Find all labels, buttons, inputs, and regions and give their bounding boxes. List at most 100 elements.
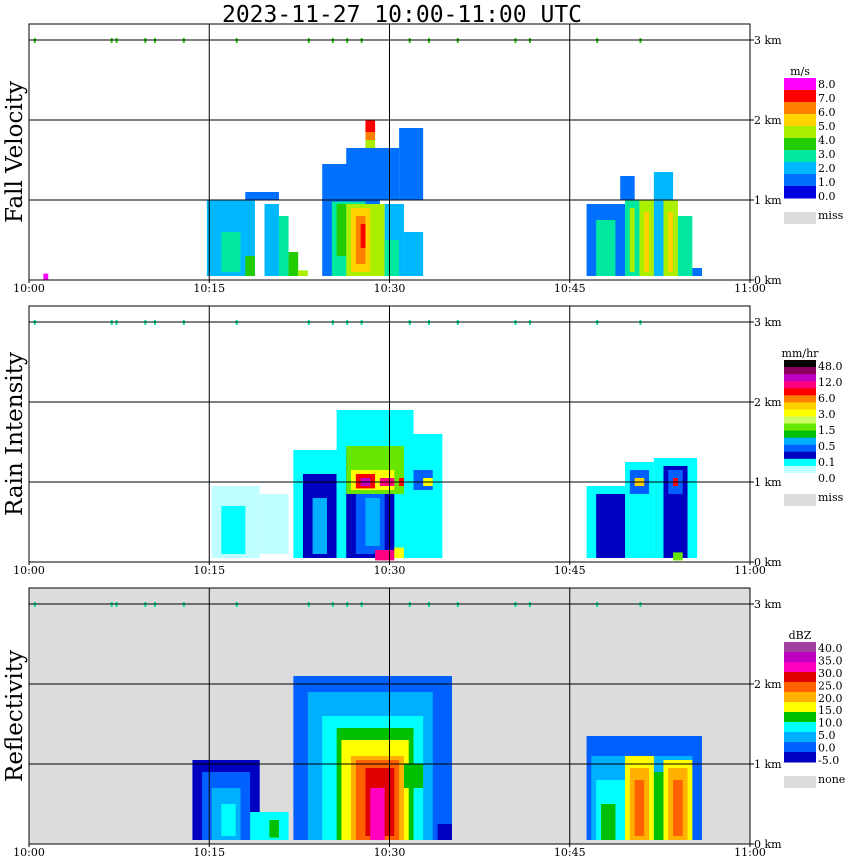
data-cell <box>336 204 347 256</box>
x-tick-label: 10:00 <box>13 282 45 295</box>
data-cell <box>288 252 299 276</box>
legend: dBZ 40.035.030.025.020.015.010.05.00.0-5.… <box>784 629 845 788</box>
legend-swatch <box>784 416 816 425</box>
x-tick-label: 11:00 <box>734 564 766 577</box>
data-cell <box>677 216 693 276</box>
data-cell <box>365 498 380 546</box>
legend-swatch <box>784 395 816 403</box>
data-cell <box>596 220 616 276</box>
data-cell <box>673 552 683 561</box>
panel-title: Rain Intensity <box>2 352 28 516</box>
legend-swatch <box>784 388 816 396</box>
legend-swatch <box>784 78 816 91</box>
y-tick-label: 1 km <box>754 476 782 489</box>
data-cell <box>437 824 452 840</box>
panels: 10:00 10:15 10:30 10:45 11:000 km1 km2 km3 k… <box>2 23 845 859</box>
legend: m/s 8.07.06.05.04.03.02.01.00.0 miss <box>784 65 844 224</box>
legend-missing-swatch <box>784 494 816 506</box>
y-tick-label: 0 km <box>754 556 782 569</box>
panel-title: Fall Velocity <box>2 81 28 223</box>
legend-swatch <box>784 409 816 417</box>
legend-label: 40.0 <box>818 642 843 655</box>
data-cell <box>43 273 49 280</box>
legend-missing-swatch <box>784 212 816 224</box>
legend-swatch <box>784 458 816 467</box>
data-cell <box>221 804 236 836</box>
panel-title: Reflectivity <box>2 650 28 782</box>
legend-label: 6.0 <box>818 106 836 119</box>
y-tick-label: 0 km <box>754 838 782 851</box>
panel-fall-velocity: 10:00 10:15 10:30 10:45 11:000 km 1 km 2 km 3 k… <box>2 23 844 295</box>
legend-swatch <box>784 360 816 368</box>
data-cell <box>375 550 395 561</box>
legend-swatch <box>784 444 816 453</box>
legend-swatch <box>784 367 816 375</box>
legend-swatch <box>784 423 816 432</box>
legend-swatch <box>784 722 816 733</box>
data-cell <box>629 208 635 272</box>
panel-reflectivity: 10:00 10:15 10:30 10:45 11:000 km 1 km 2 km 3 k… <box>2 587 845 859</box>
x-tick-label: 10:45 <box>554 846 586 859</box>
data-cell <box>394 547 404 558</box>
data-cell <box>245 192 279 200</box>
data-cell <box>384 240 400 276</box>
x-tick-label: 11:00 <box>734 846 766 859</box>
x-tick-label: 11:00 <box>734 282 766 295</box>
legend-swatch <box>784 662 816 673</box>
x-tick-label: 10:00 <box>13 846 45 859</box>
data-cell <box>692 268 702 276</box>
data-cell <box>370 788 385 840</box>
x-tick-label: 10:15 <box>193 846 225 859</box>
data-cell <box>365 120 376 132</box>
x-tick-label: 10:30 <box>374 564 406 577</box>
x-tick-label: 10:30 <box>374 846 406 859</box>
legend-missing-swatch <box>784 776 816 788</box>
x-tick-label: 10:30 <box>374 282 406 295</box>
y-tick-label: 2 km <box>754 396 782 409</box>
legend-swatch <box>784 437 816 446</box>
legend-swatch <box>784 162 816 175</box>
data-cell <box>673 780 683 836</box>
legend-swatch <box>784 174 816 187</box>
legend-label: 10.0 <box>818 717 843 730</box>
legend-unit: dBZ <box>789 629 812 642</box>
y-tick-label: 3 km <box>754 598 782 611</box>
legend-label: 0.0 <box>818 472 836 485</box>
legend-swatch <box>784 472 816 481</box>
legend-label: 0.0 <box>818 190 836 203</box>
legend-label: 3.0 <box>818 148 836 161</box>
legend-label: 8.0 <box>818 78 836 91</box>
legend-label: 6.0 <box>818 392 836 405</box>
legend-swatch <box>784 672 816 683</box>
legend-label: 1.0 <box>818 176 836 189</box>
legend-swatch <box>784 642 816 653</box>
legend-swatch <box>784 374 816 382</box>
data-cell <box>221 232 241 272</box>
data-cell <box>653 772 664 840</box>
data-cell <box>360 224 366 248</box>
legend-missing-label: miss <box>818 491 844 504</box>
legend-swatch <box>784 90 816 103</box>
x-tick-label: 10:00 <box>13 564 45 577</box>
data-cell <box>668 212 674 272</box>
data-cell <box>403 764 424 788</box>
y-tick-label: 1 km <box>754 194 782 207</box>
legend-label: 1.5 <box>818 424 836 437</box>
x-tick-label: 10:15 <box>193 564 225 577</box>
legend-label: 15.0 <box>818 704 843 717</box>
legend-swatch <box>784 381 816 389</box>
legend-label: 30.0 <box>818 667 843 680</box>
data-cell <box>403 232 424 276</box>
data-cell <box>245 256 255 276</box>
legend-swatch <box>784 732 816 743</box>
legend-label: 2.0 <box>818 162 836 175</box>
legend-swatch <box>784 702 816 713</box>
legend-swatch <box>784 126 816 139</box>
data-cell <box>298 270 308 276</box>
legend-label: 0.0 <box>818 742 836 755</box>
data-cell <box>278 216 289 276</box>
legend-unit: mm/hr <box>782 347 820 360</box>
y-tick-label: 3 km <box>754 316 782 329</box>
legend-label: 3.0 <box>818 408 836 421</box>
